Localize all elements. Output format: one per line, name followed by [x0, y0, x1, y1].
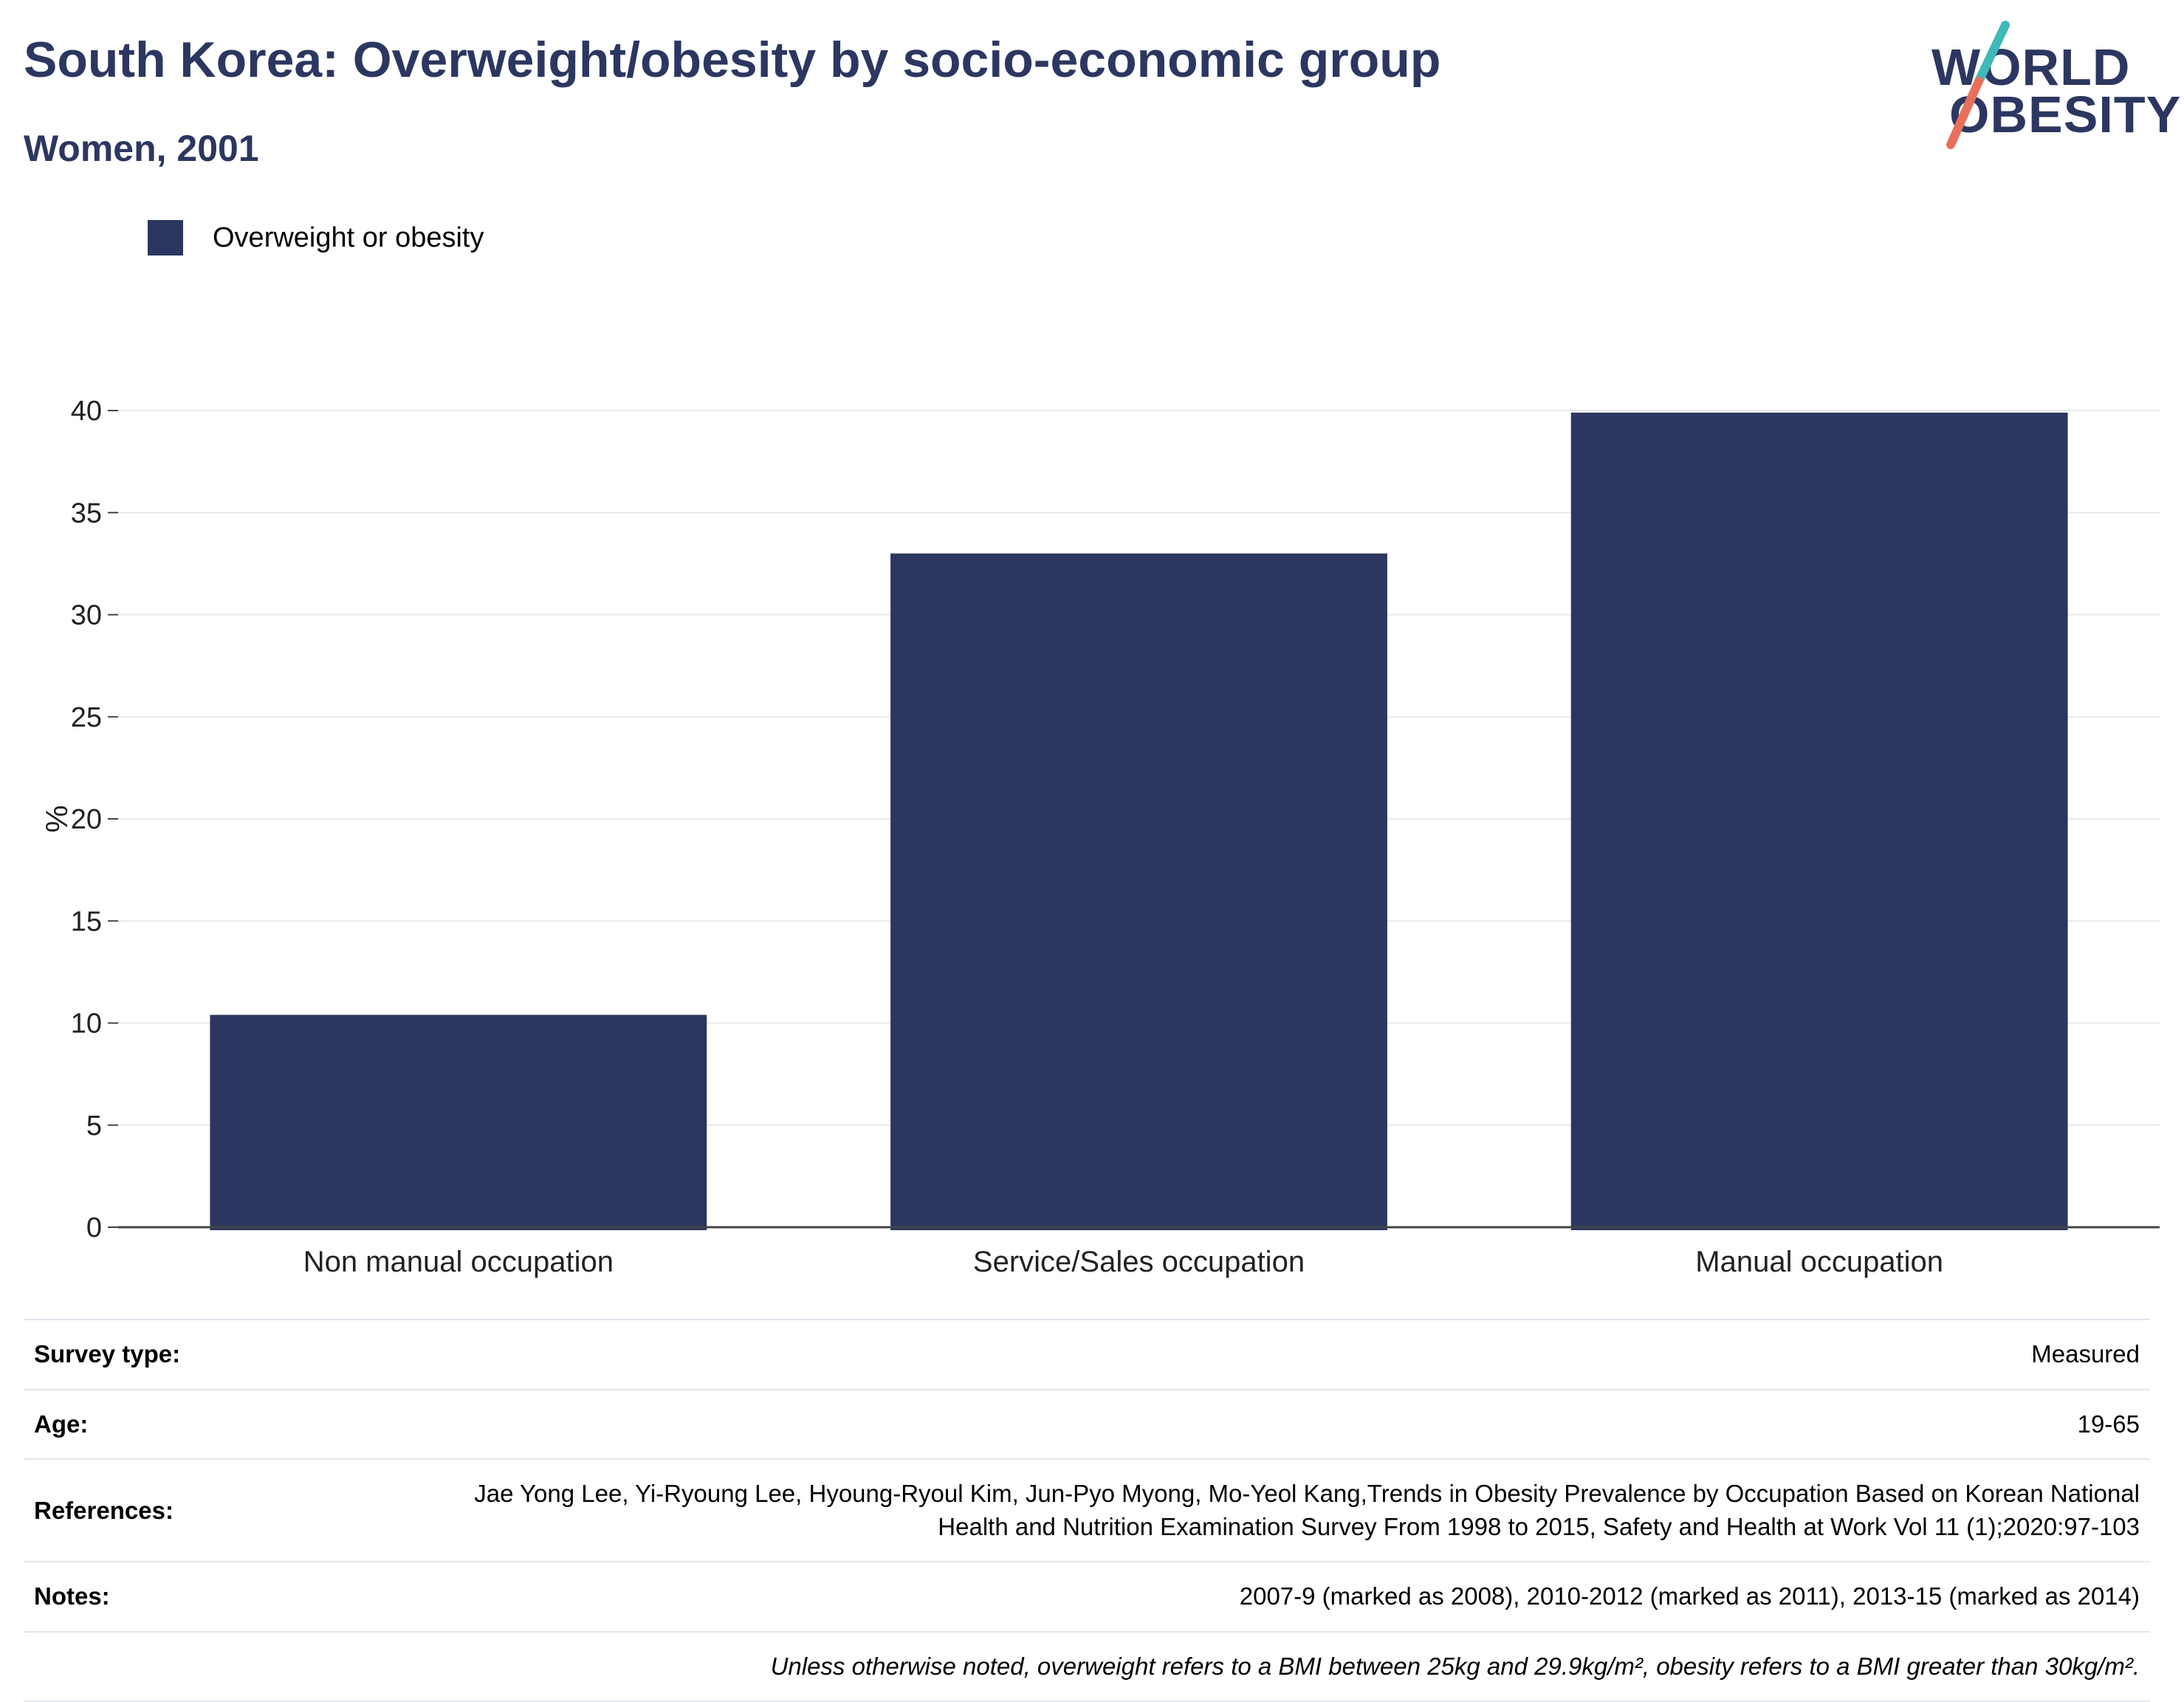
- meta-row-footnote: Unless otherwise noted, overweight refer…: [24, 1630, 2150, 1702]
- x-tick-label: Manual occupation: [1695, 1246, 1943, 1278]
- logo-text-world: WORLD: [1931, 38, 2131, 96]
- meta-row-survey-type: Survey type: Measured: [24, 1319, 2150, 1389]
- meta-row-notes: Notes: 2007-9 (marked as 2008), 2010-201…: [24, 1561, 2150, 1631]
- y-tick-label: 40: [71, 396, 102, 427]
- legend-label: Overweight or obesity: [213, 222, 484, 253]
- meta-row-references: References: Jae Yong Lee, Yi-Ryoung Lee,…: [24, 1458, 2150, 1561]
- legend-swatch: [148, 220, 183, 255]
- meta-key: References:: [34, 1496, 174, 1524]
- y-tick-label: 30: [71, 600, 102, 631]
- bar: [890, 553, 1387, 1230]
- bars: [210, 412, 2068, 1230]
- bar-chart: 0 5 10 15 20 25 30 35 40 Non manual occupation Se…: [39, 396, 2160, 1278]
- metadata-table: Survey type: Measured Age: 19-65 Referen…: [24, 1319, 2150, 1702]
- bar: [1570, 412, 2068, 1230]
- y-axis-ticks: 0 5 10 15 20 25 30 35 40: [71, 396, 118, 1243]
- meta-value: Measured: [2031, 1340, 2140, 1368]
- footnote: Unless otherwise noted, overweight refer…: [770, 1652, 2140, 1680]
- y-tick-label: 25: [71, 702, 102, 733]
- chart-title: South Korea: Overweight/obesity by socio…: [24, 32, 1441, 88]
- meta-key: Notes:: [34, 1582, 110, 1610]
- chart-legend: Overweight or obesity: [148, 220, 484, 255]
- meta-value: 2007-9 (marked as 2008), 2010-2012 (mark…: [1239, 1582, 2140, 1610]
- logo-slash-icon: [1946, 21, 2010, 149]
- x-axis-ticks: Non manual occupation Service/Sales occup…: [303, 1246, 1943, 1278]
- bar: [210, 1015, 707, 1230]
- y-axis-label: %: [39, 805, 74, 832]
- logo-text-obesity: OBESITY: [1949, 86, 2182, 143]
- meta-key: Age:: [34, 1410, 89, 1438]
- y-tick-label: 35: [71, 498, 102, 529]
- chart-subtitle: Women, 2001: [24, 128, 259, 169]
- y-tick-label: 10: [71, 1009, 102, 1040]
- x-tick-label: Non manual occupation: [303, 1246, 614, 1278]
- y-tick-label: 5: [86, 1111, 102, 1142]
- x-tick-label: Service/Sales occupation: [973, 1246, 1305, 1278]
- world-obesity-logo: WORLD OBESITY: [1920, 21, 2180, 154]
- y-tick-label: 0: [86, 1212, 102, 1243]
- meta-key: Survey type:: [34, 1340, 181, 1368]
- y-tick-label: 15: [71, 906, 102, 937]
- meta-value: Jae Yong Lee, Yi-Ryoung Lee, Hyoung-Ryou…: [474, 1480, 2140, 1540]
- y-tick-label: 20: [71, 804, 102, 835]
- meta-value: 19-65: [2077, 1410, 2140, 1438]
- meta-row-age: Age: 19-65: [24, 1388, 2150, 1459]
